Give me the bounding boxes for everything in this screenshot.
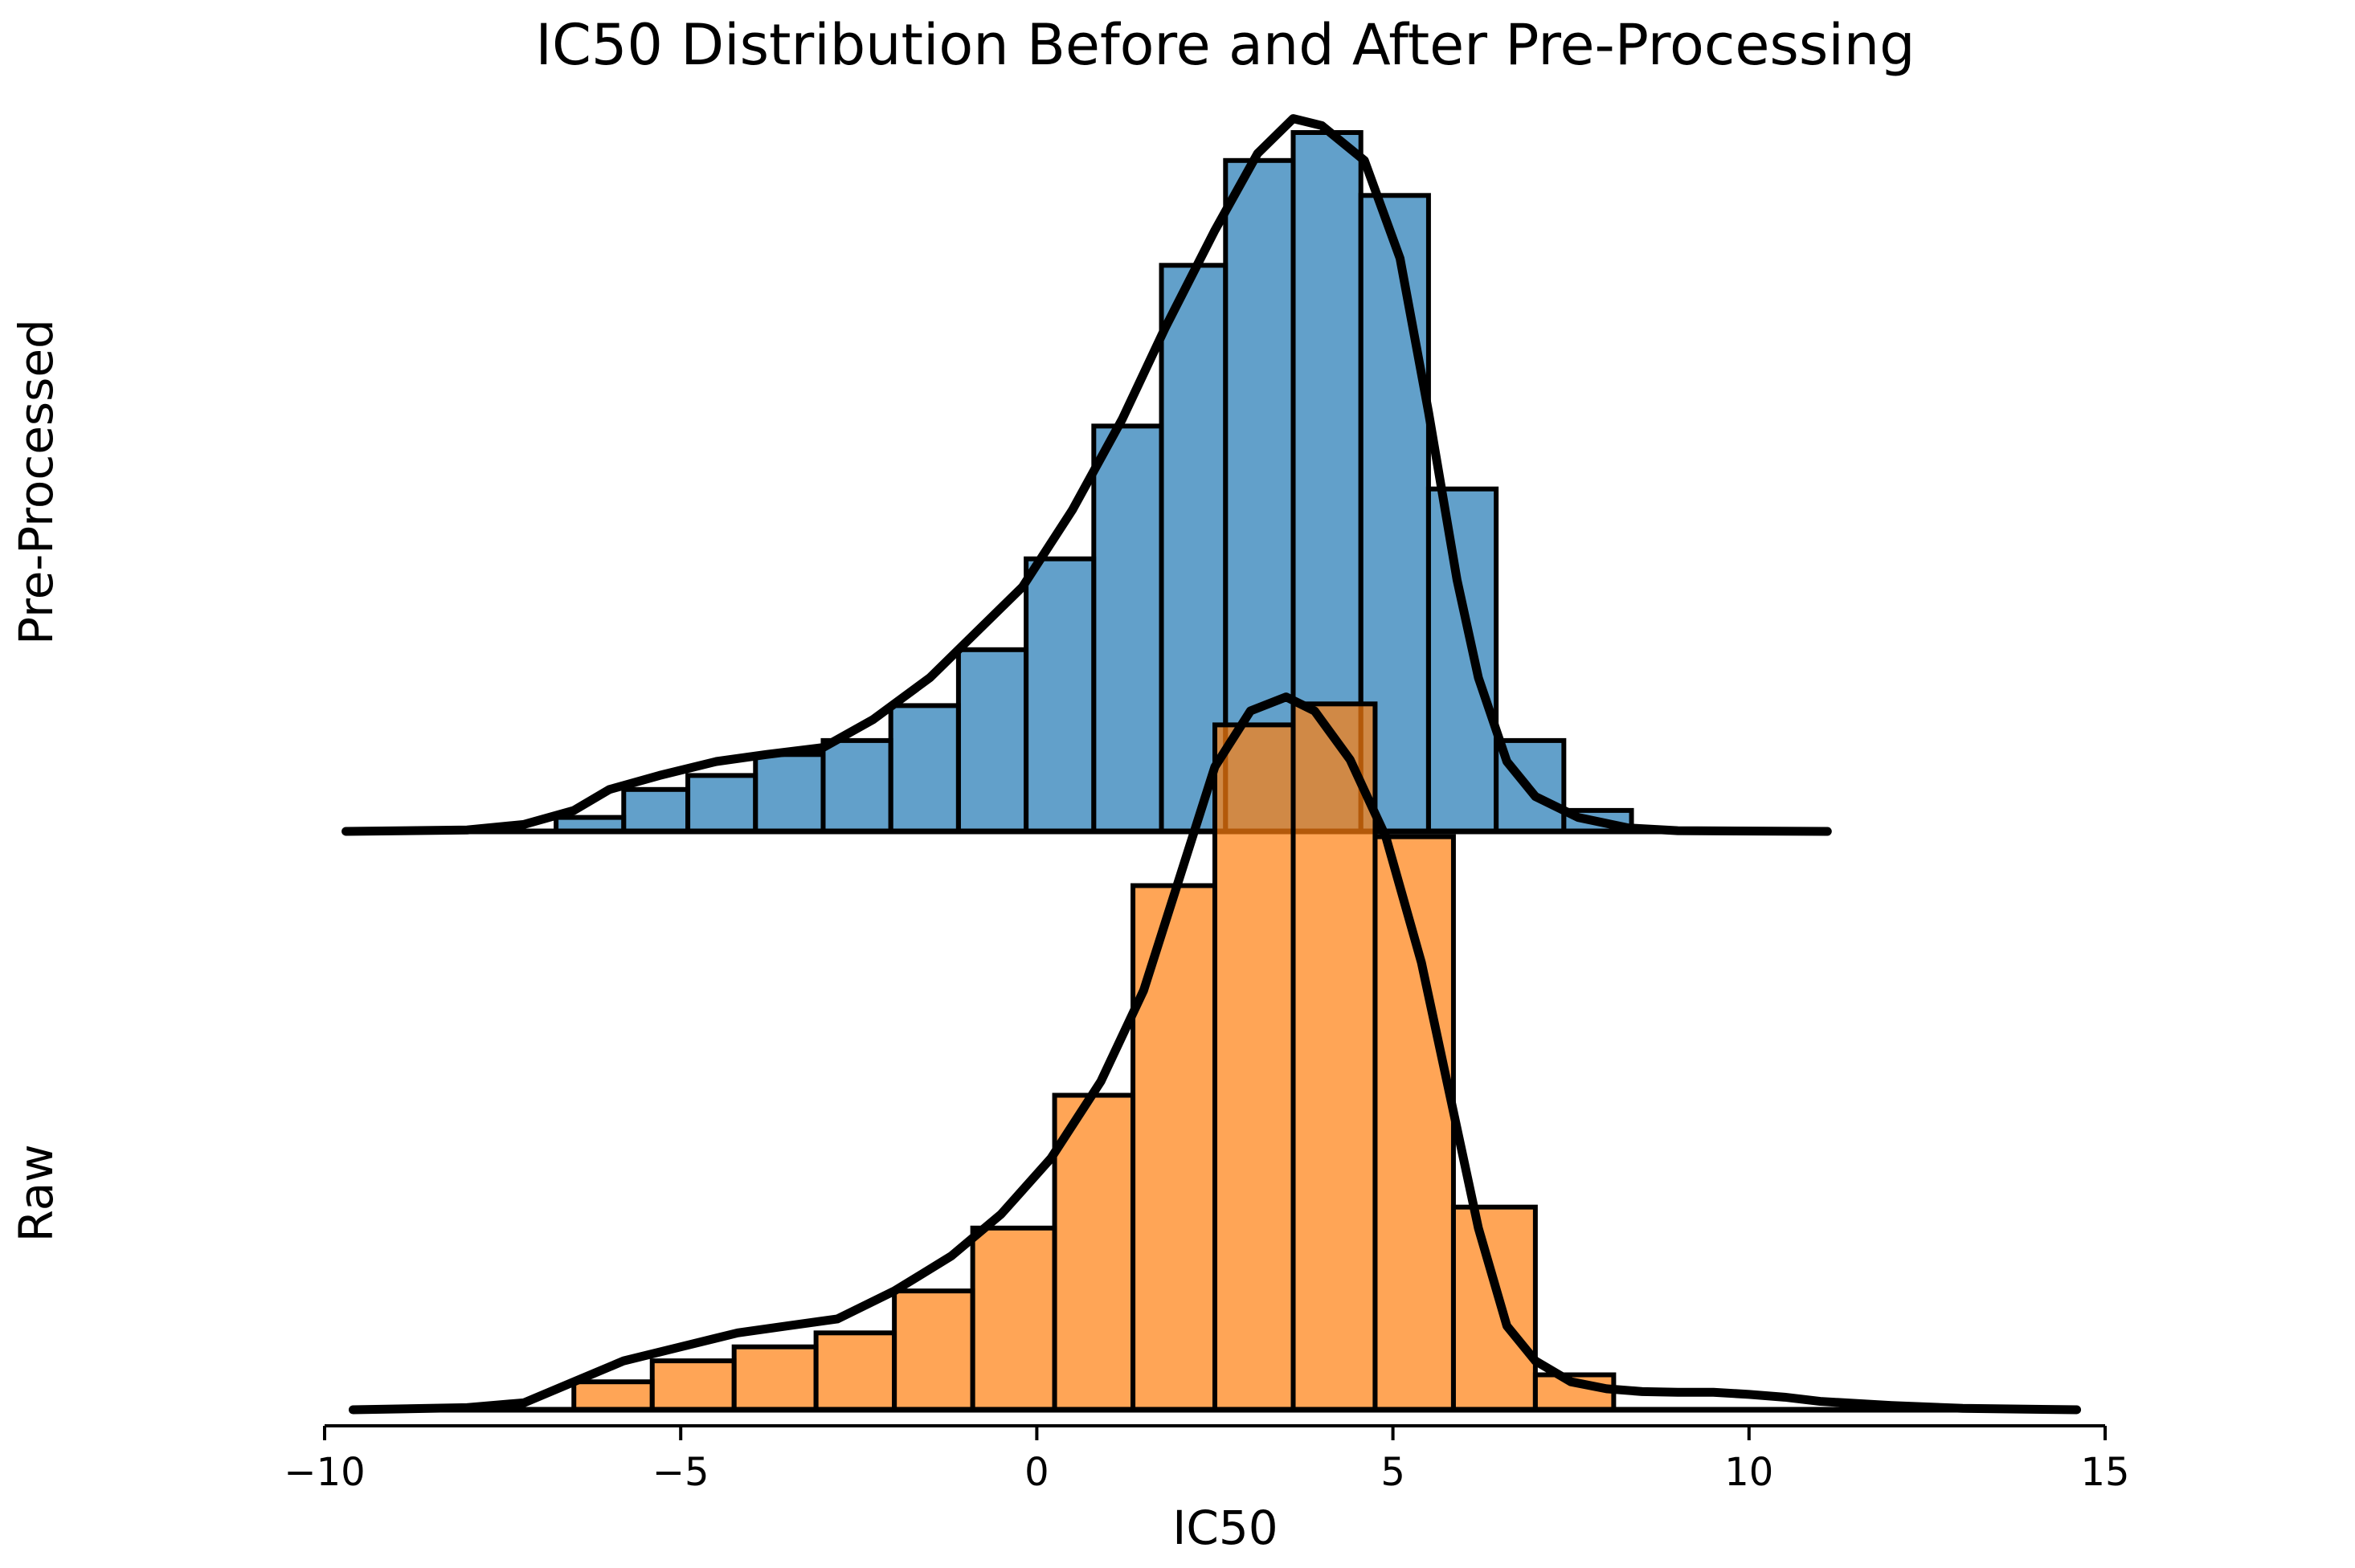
- kde-line: [341, 114, 1832, 836]
- chart-title: IC50 Distribution Before and After Pre-P…: [535, 12, 1915, 78]
- histogram-bar: [649, 1358, 737, 1412]
- x-tick-label: −5: [652, 1450, 709, 1495]
- histogram-bar: [685, 773, 758, 835]
- x-axis-label: IC50: [1172, 1501, 1278, 1555]
- ridge-raw: Raw: [9, 692, 2082, 1415]
- histogram-bar: [820, 737, 893, 835]
- histogram-bar: [731, 1344, 819, 1412]
- ridges-group: Pre-Processed Raw: [9, 114, 2082, 1415]
- histogram-bar: [1024, 556, 1097, 834]
- x-tick-label: 5: [1380, 1450, 1405, 1495]
- histogram-bar: [1212, 722, 1296, 1412]
- histogram-bar: [970, 1225, 1057, 1413]
- histogram-bar: [1130, 883, 1217, 1412]
- histogram-bar: [1425, 486, 1499, 834]
- histogram-bar: [1091, 423, 1164, 835]
- histogram-bar: [753, 752, 826, 834]
- histogram-bar: [571, 1379, 655, 1412]
- ridge-label: Pre-Processed: [9, 319, 63, 645]
- histogram-bar: [888, 703, 961, 835]
- histogram-bar: [1223, 157, 1296, 835]
- kde-line: [348, 692, 2082, 1415]
- x-tick-label: −10: [284, 1450, 365, 1495]
- ridge-label: Raw: [9, 1144, 63, 1242]
- histogram-bar: [813, 1330, 897, 1413]
- histogram-bar: [1450, 1204, 1538, 1412]
- x-tick-label: 0: [1024, 1450, 1049, 1495]
- histogram-bar: [955, 647, 1029, 834]
- histogram-bar: [1290, 701, 1378, 1412]
- histogram-bar: [621, 786, 691, 834]
- x-tick-label: 10: [1724, 1450, 1773, 1495]
- ridge-pre-processed: Pre-Processed: [9, 114, 1832, 836]
- x-axis: −10 −5 0 5 10 15: [284, 1424, 2130, 1495]
- x-tick-label: 15: [2080, 1450, 2129, 1495]
- histogram-bar: [892, 1288, 975, 1412]
